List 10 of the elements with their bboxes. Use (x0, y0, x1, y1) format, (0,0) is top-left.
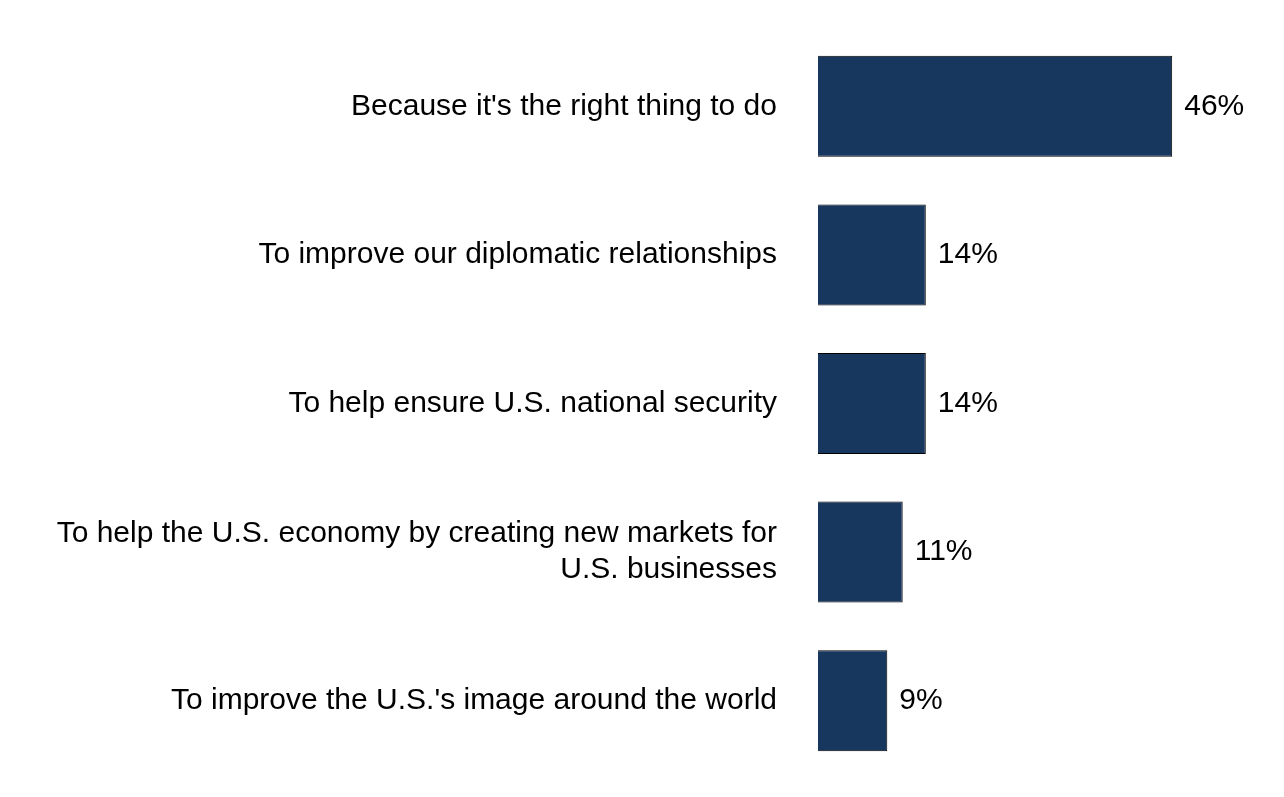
y-tick-label: To improve the U.S.'s image around the world (170, 681, 777, 715)
data-label: 9% (899, 681, 943, 715)
y-tick-label: Because it's the right thing to do (351, 87, 777, 121)
data-label: 46% (1184, 87, 1245, 121)
data-label: 11% (914, 533, 973, 567)
y-tick-label: To improve our diplomatic relationships (258, 236, 777, 270)
y-tick-label: To help ensure U.S. national security (288, 384, 777, 418)
data-label: 14% (937, 384, 998, 418)
y-tick-label: To help the U.S. economy by creating new markets for U.S. businesses (56, 515, 777, 585)
data-label: 14% (937, 236, 998, 270)
